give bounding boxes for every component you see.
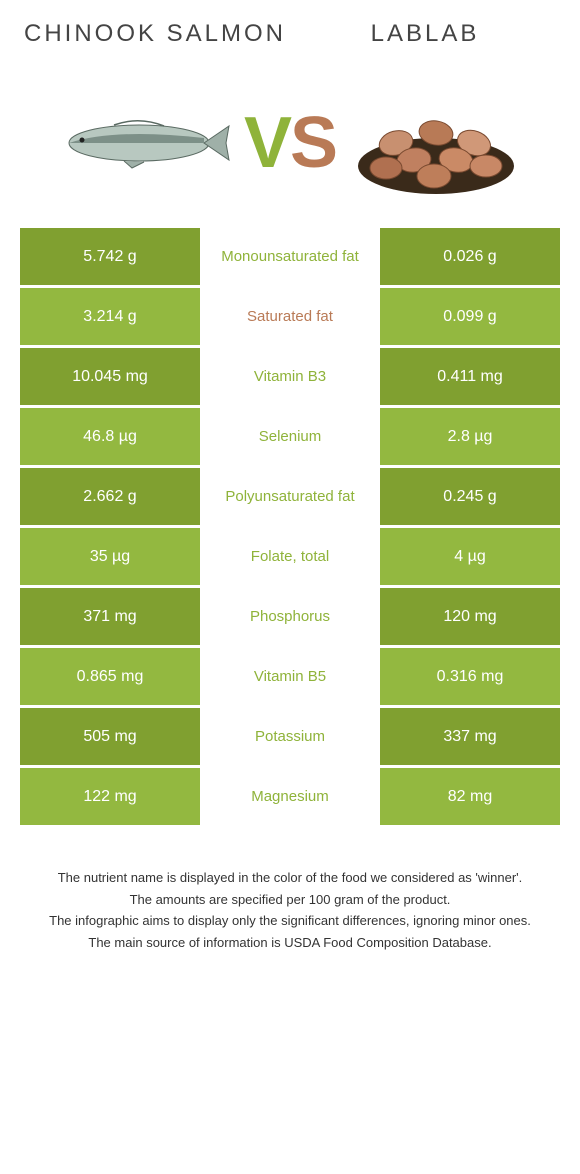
footer-line-1: The nutrient name is displayed in the co… — [30, 868, 550, 888]
value-right: 0.316 mg — [380, 648, 560, 705]
table-row: 2.662 gPolyunsaturated fat0.245 g — [20, 468, 560, 525]
vs-s: S — [290, 103, 336, 183]
value-left: 3.214 g — [20, 288, 200, 345]
nutrient-label: Phosphorus — [200, 588, 380, 645]
vs-label: VS — [244, 107, 336, 179]
hero-row: VS — [0, 58, 580, 228]
value-right: 82 mg — [380, 768, 560, 825]
header-right: Lablab — [290, 20, 560, 48]
table-row: 122 mgMagnesium82 mg — [20, 768, 560, 825]
nutrient-label: Vitamin B3 — [200, 348, 380, 405]
value-left: 371 mg — [20, 588, 200, 645]
value-right: 0.026 g — [380, 228, 560, 285]
value-right: 2.8 µg — [380, 408, 560, 465]
footer-line-3: The infographic aims to display only the… — [30, 911, 550, 931]
header-row: Chinook Salmon Lablab — [0, 0, 580, 58]
footer-notes: The nutrient name is displayed in the co… — [0, 828, 580, 974]
value-left: 0.865 mg — [20, 648, 200, 705]
value-right: 337 mg — [380, 708, 560, 765]
footer-line-4: The main source of information is USDA F… — [30, 933, 550, 953]
nutrient-label: Vitamin B5 — [200, 648, 380, 705]
nutrient-label: Saturated fat — [200, 288, 380, 345]
value-left: 5.742 g — [20, 228, 200, 285]
value-right: 4 µg — [380, 528, 560, 585]
value-right: 0.411 mg — [380, 348, 560, 405]
value-right: 0.245 g — [380, 468, 560, 525]
nutrient-table: 5.742 gMonounsaturated fat0.026 g3.214 g… — [20, 228, 560, 825]
lablab-image — [346, 88, 526, 198]
nutrient-label: Polyunsaturated fat — [200, 468, 380, 525]
salmon-image — [54, 88, 234, 198]
nutrient-label: Selenium — [200, 408, 380, 465]
value-right: 0.099 g — [380, 288, 560, 345]
table-row: 35 µgFolate, total4 µg — [20, 528, 560, 585]
value-left: 35 µg — [20, 528, 200, 585]
table-row: 371 mgPhosphorus120 mg — [20, 588, 560, 645]
table-row: 505 mgPotassium337 mg — [20, 708, 560, 765]
table-row: 5.742 gMonounsaturated fat0.026 g — [20, 228, 560, 285]
nutrient-label: Folate, total — [200, 528, 380, 585]
value-left: 10.045 mg — [20, 348, 200, 405]
nutrient-label: Magnesium — [200, 768, 380, 825]
nutrient-label: Potassium — [200, 708, 380, 765]
value-left: 122 mg — [20, 768, 200, 825]
table-row: 3.214 gSaturated fat0.099 g — [20, 288, 560, 345]
nutrient-label: Monounsaturated fat — [200, 228, 380, 285]
value-left: 46.8 µg — [20, 408, 200, 465]
vs-v: V — [244, 103, 290, 183]
table-row: 0.865 mgVitamin B50.316 mg — [20, 648, 560, 705]
table-row: 46.8 µgSelenium2.8 µg — [20, 408, 560, 465]
table-row: 10.045 mgVitamin B30.411 mg — [20, 348, 560, 405]
header-left: Chinook Salmon — [20, 20, 290, 48]
value-left: 505 mg — [20, 708, 200, 765]
footer-line-2: The amounts are specified per 100 gram o… — [30, 890, 550, 910]
value-left: 2.662 g — [20, 468, 200, 525]
value-right: 120 mg — [380, 588, 560, 645]
